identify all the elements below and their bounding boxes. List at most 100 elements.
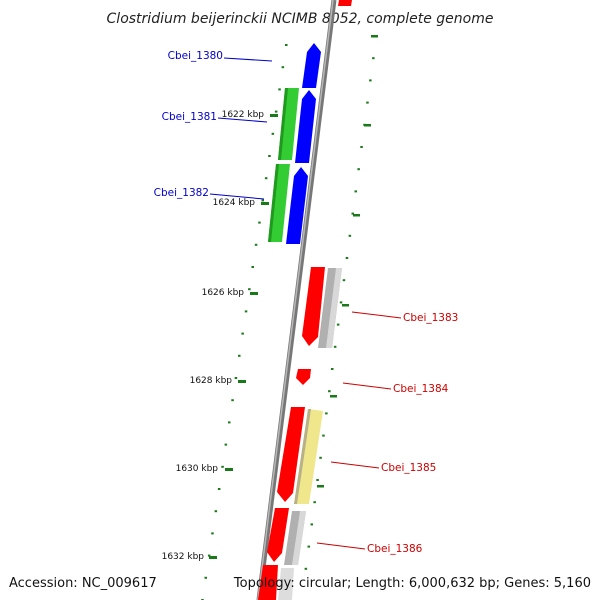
gene-label-cbei-1385[interactable]: Cbei_1385 [381, 462, 436, 474]
genome-backbone [256, 0, 337, 600]
gene-label-cbei-1384[interactable]: Cbei_1384 [393, 383, 449, 395]
tick-dot [241, 332, 244, 335]
tick-dot [304, 567, 308, 570]
yellow-feature-1385-shade [294, 409, 311, 504]
tick-dot [333, 345, 337, 348]
tick-dot [211, 532, 214, 535]
tick-label-1628: 1628 kbp [190, 376, 233, 386]
reverse-cds-bottom-edge [258, 565, 278, 600]
tick-dot [281, 66, 285, 69]
tick-dot [357, 168, 360, 171]
tick-dot [325, 412, 328, 415]
tick-dot [254, 243, 258, 246]
tick-mark-1628 [238, 380, 246, 383]
tick-dot [316, 479, 319, 481]
tick-mark-1632 [209, 556, 217, 559]
tick-dot [224, 443, 228, 446]
gray-feature-1386-highlight [292, 511, 306, 565]
reverse-gene-labels: Cbei_1383 Cbei_1384 Cbei_1385 Cbei_1386 [316, 311, 458, 555]
tick-dot [351, 212, 354, 215]
tick-dot [217, 488, 221, 490]
gene-label-cbei-1383[interactable]: Cbei_1383 [403, 312, 458, 324]
cds-arrow-cbei-1380 [302, 43, 321, 88]
tick-dot [319, 456, 322, 459]
tick-dot [268, 155, 271, 157]
tick-dot [261, 199, 264, 202]
green-feature-1-shade [278, 88, 288, 160]
reverse-cds-top-edge [338, 0, 352, 6]
tick-dot [244, 310, 248, 313]
tick-dash [353, 214, 360, 217]
tick-dash [317, 485, 324, 488]
cds-arrow-cbei-1382 [286, 167, 308, 244]
tick-dot [345, 257, 349, 259]
tick-dash [364, 124, 371, 127]
kbp-tick-labels: 1622 kbp 1624 kbp 1626 kbp 1628 kbp 1630… [162, 110, 265, 562]
tick-dash [342, 304, 349, 307]
tick-dot [360, 146, 363, 148]
accession-text: Accession: NC_009617 [9, 576, 157, 591]
tick-dot [248, 288, 251, 291]
yellow-feature-1385 [294, 409, 323, 504]
tick-dot [328, 390, 331, 393]
tick-dot [264, 177, 268, 180]
tick-dot [285, 44, 288, 46]
gray-feature-bottom-edge [278, 568, 294, 600]
tick-label-1626: 1626 kbp [202, 288, 245, 298]
tick-dot [214, 510, 218, 513]
tick-label-1624: 1624 kbp [213, 198, 256, 208]
tick-dot [339, 301, 343, 304]
green-feature-2-shade [268, 164, 279, 242]
tick-dot [307, 545, 310, 548]
green-feature-2 [268, 164, 290, 242]
tick-dot [251, 266, 254, 268]
tick-dot [204, 576, 207, 579]
tick-dot [322, 434, 325, 437]
tick-dot [372, 57, 375, 60]
tick-dot [228, 421, 231, 424]
tick-label-1630: 1630 kbp [176, 464, 219, 474]
tick-dot [366, 101, 369, 104]
gene-label-cbei-1386[interactable]: Cbei_1386 [367, 543, 423, 555]
tick-dot [258, 221, 261, 224]
forward-gene-labels: Cbei_1380 Cbei_1381 Cbei_1382 [154, 50, 273, 200]
tick-label-1622: 1622 kbp [222, 110, 265, 120]
tick-mark-1626 [250, 292, 258, 295]
tick-dot [274, 110, 278, 113]
gene-label-cbei-1382[interactable]: Cbei_1382 [154, 187, 209, 199]
cds-arrow-cbei-1386 [267, 508, 289, 562]
tick-dot [278, 88, 281, 91]
tick-dash [330, 395, 337, 398]
cds-arrow-cbei-1384 [296, 369, 311, 385]
tick-label-1632: 1632 kbp [162, 552, 205, 562]
tick-dot [221, 465, 224, 468]
tick-dot [207, 554, 211, 557]
tick-dot [234, 377, 238, 379]
gray-feature-1383-highlight [326, 268, 342, 348]
tick-mark-1624 [261, 202, 269, 205]
map-title: Clostridium beijerinckii NCIMB 8052, com… [107, 11, 494, 27]
tick-dot [238, 354, 241, 357]
dotted-tick-lines [201, 35, 378, 600]
cds-arrow-cbei-1381 [295, 90, 316, 163]
tick-dot [348, 234, 352, 237]
tick-dash [371, 35, 378, 38]
tick-dot [331, 368, 334, 370]
genome-summary-text: Topology: circular; Length: 6,000,632 bp… [233, 576, 591, 591]
gene-label-cbei-1380[interactable]: Cbei_1380 [168, 50, 223, 62]
tick-mark-1622 [270, 114, 278, 117]
tick-dot [354, 190, 357, 193]
tick-dot [369, 79, 372, 82]
tick-dot [310, 523, 313, 526]
cds-arrow-cbei-1383 [302, 267, 325, 346]
gene-label-cbei-1381[interactable]: Cbei_1381 [162, 111, 217, 123]
cds-arrow-cbei-1385 [277, 407, 305, 502]
tick-dot [336, 323, 340, 326]
tick-dot [342, 279, 346, 282]
tick-dot [231, 399, 234, 402]
tick-mark-1630 [225, 468, 233, 471]
kbp-tick-marks [209, 114, 278, 559]
tick-dot [313, 501, 316, 504]
tick-dot [271, 132, 275, 135]
